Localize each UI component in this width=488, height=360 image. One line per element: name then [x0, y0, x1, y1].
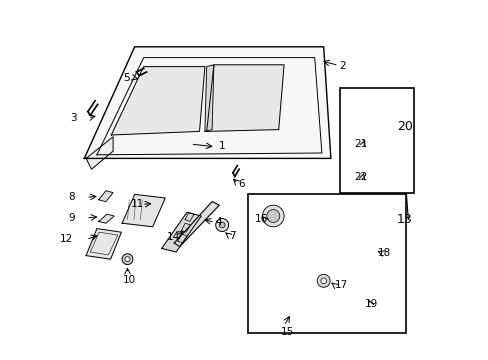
Polygon shape [204, 65, 213, 131]
Polygon shape [369, 292, 391, 304]
Text: 11: 11 [130, 199, 143, 210]
Polygon shape [185, 212, 194, 221]
Polygon shape [373, 246, 387, 253]
Polygon shape [206, 65, 284, 131]
Text: 13: 13 [396, 213, 411, 226]
Circle shape [317, 274, 329, 287]
Polygon shape [350, 133, 373, 146]
Text: 4: 4 [215, 217, 221, 228]
Polygon shape [111, 67, 204, 135]
Text: 6: 6 [238, 179, 244, 189]
Text: 16: 16 [254, 213, 267, 224]
Circle shape [266, 210, 279, 222]
Text: 20: 20 [396, 120, 412, 132]
Polygon shape [122, 194, 165, 227]
Text: 17: 17 [334, 280, 347, 290]
Text: 2: 2 [338, 60, 345, 71]
Polygon shape [178, 234, 186, 243]
Text: 1: 1 [219, 141, 225, 151]
Text: 12: 12 [60, 234, 73, 244]
Circle shape [262, 205, 284, 227]
Polygon shape [99, 214, 114, 223]
Text: 18: 18 [377, 248, 390, 258]
Polygon shape [348, 216, 363, 281]
Bar [247, 194, 406, 333]
Text: 15: 15 [280, 327, 293, 337]
Polygon shape [181, 223, 190, 232]
Polygon shape [86, 229, 121, 259]
Polygon shape [285, 308, 303, 324]
Polygon shape [84, 47, 330, 158]
Text: 7: 7 [229, 231, 236, 241]
Circle shape [215, 219, 228, 231]
Polygon shape [99, 191, 113, 202]
Polygon shape [162, 212, 201, 252]
Polygon shape [350, 164, 381, 178]
Circle shape [219, 222, 224, 228]
Bar [339, 88, 413, 193]
Text: 5: 5 [122, 73, 129, 84]
Polygon shape [273, 202, 381, 297]
Polygon shape [346, 94, 377, 116]
Circle shape [125, 257, 130, 262]
Circle shape [122, 254, 133, 265]
Polygon shape [174, 202, 219, 247]
Polygon shape [86, 137, 113, 169]
Circle shape [320, 278, 326, 284]
Polygon shape [294, 216, 309, 281]
Text: 8: 8 [68, 192, 75, 202]
Polygon shape [312, 216, 326, 281]
Text: 3: 3 [70, 113, 76, 123]
Text: 21: 21 [353, 139, 366, 149]
Polygon shape [330, 216, 345, 281]
Text: 22: 22 [353, 172, 366, 183]
Text: 10: 10 [122, 275, 136, 285]
Text: 9: 9 [68, 213, 75, 223]
Text: 14: 14 [167, 232, 180, 242]
Text: 19: 19 [365, 299, 378, 309]
